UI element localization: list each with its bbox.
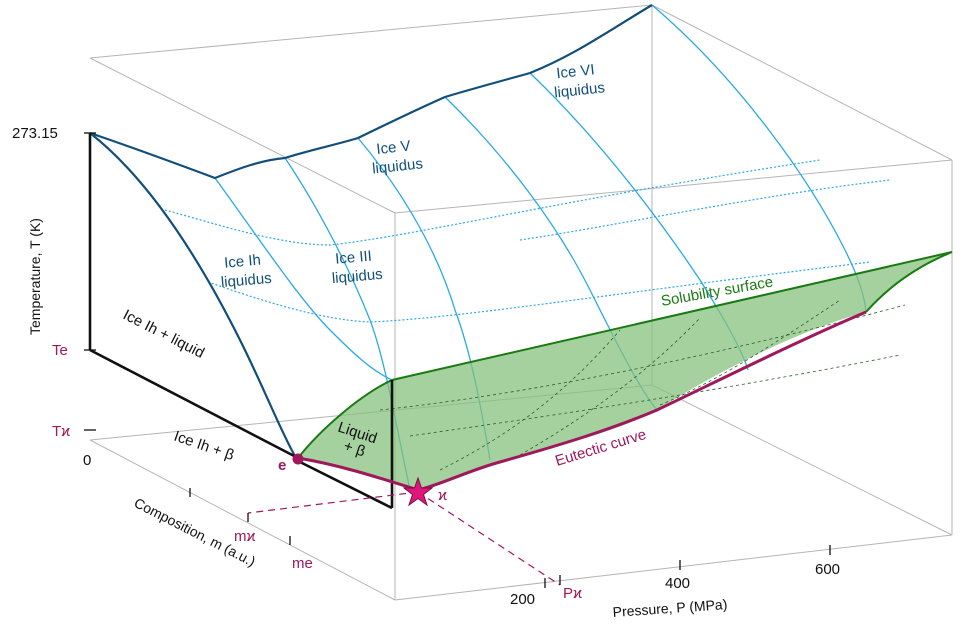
tick-te: Te (52, 342, 68, 359)
tick-600: 600 (815, 561, 840, 578)
ice-ih-boundaries (88, 133, 394, 508)
eutectic-curve (297, 310, 867, 492)
tick-273-15: 273.15 (12, 125, 58, 142)
eutectic-point-label: e (278, 457, 286, 474)
ice-ih-beta-region-edge (297, 459, 393, 510)
tick-mkappa: mϰ (234, 528, 256, 545)
ice-ih-liquidus-label: Ice Ih liquidus (219, 251, 273, 291)
tick-tkappa: Tϰ (52, 423, 70, 440)
temperature-axis-title: Temperature, T (K) (27, 218, 43, 335)
tick-me: me (292, 555, 313, 572)
kappa-point-label: ϰ (438, 487, 447, 504)
ice-iii-liquidus-label: Ice III liquidus (330, 247, 384, 287)
kappa-star-marker (402, 476, 434, 507)
liquidus-boundaries (89, 4, 653, 459)
ice-ih-plus-liquid-label: Ice Ih + liquid (120, 306, 207, 361)
axis-tick-marks (84, 132, 831, 588)
tick-200: 200 (510, 591, 535, 608)
ice-vi-liquidus-label: Ice VI liquidus (551, 60, 605, 101)
tick-m-zero: 0 (83, 452, 91, 469)
eutectic-point-marker (292, 453, 304, 465)
ice-ih-beta-lower-edge (185, 470, 392, 508)
pressure-axis-title: Pressure, P (MPa) (612, 596, 728, 620)
solubility-grid (379, 299, 906, 471)
liquidus-contours (164, 159, 891, 323)
ice-ih-plus-beta-label: Ice Ih + β (172, 428, 237, 465)
tick-pkappa: Pϰ (563, 585, 582, 602)
tick-400: 400 (665, 575, 690, 592)
kappa-projection-lines (247, 491, 561, 586)
solubility-edges (297, 251, 953, 459)
ice-v-liquidus-label: Ice V liquidus (369, 136, 423, 177)
